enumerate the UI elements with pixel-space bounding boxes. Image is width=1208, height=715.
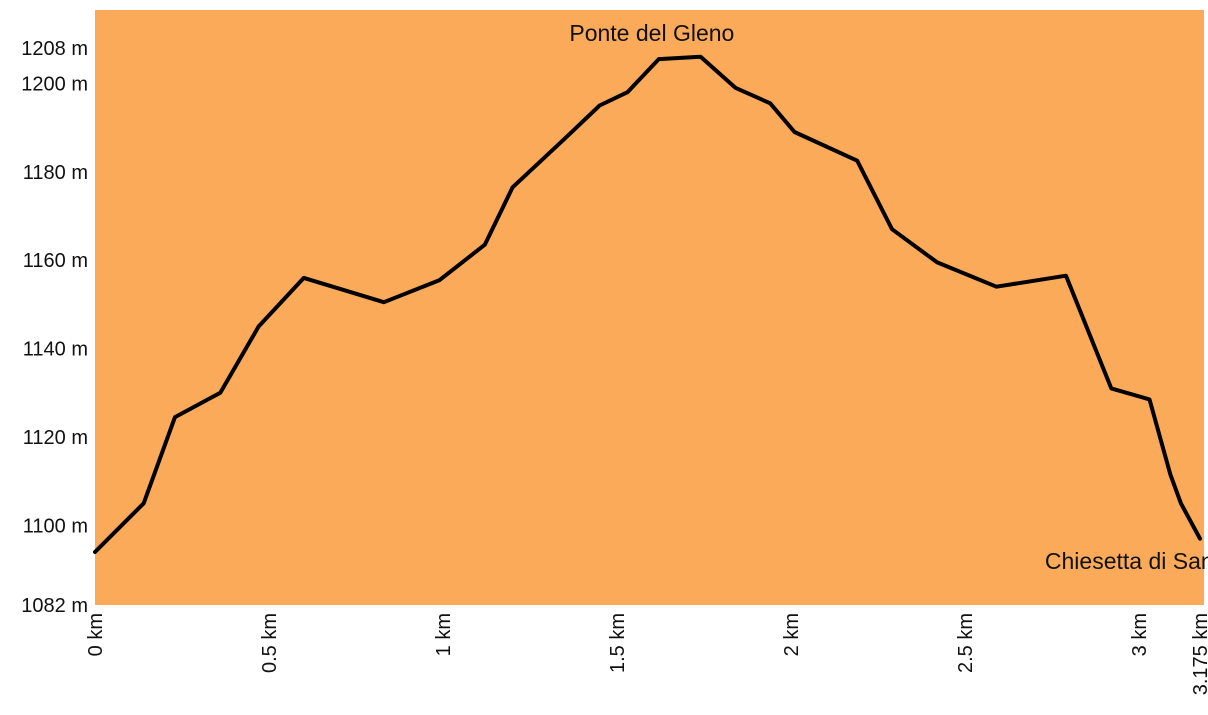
y-tick-label: 1082 m [21, 595, 88, 617]
y-tick-label: 1180 m [23, 162, 88, 184]
x-tick-label: 0.5 km [259, 613, 281, 673]
x-axis-ticks: 0 km 0.5 km 1 km 1.5 km 2 km 2.5 km 3 km 3.175 … [85, 613, 1208, 695]
x-tick-label: 3.175 km [1190, 613, 1208, 695]
x-tick-label: 2.5 km [955, 613, 977, 673]
y-axis-ticks: 1082 m 1100 m 1120 m 1140 m 1160 m 1180 m 1200… [21, 38, 88, 617]
y-tick-label: 1100 m [23, 515, 88, 537]
y-tick-label: 1140 m [23, 339, 88, 361]
y-tick-label: 1208 m [21, 38, 88, 60]
x-tick-label: 0 km [85, 613, 107, 656]
plot-area [95, 10, 1204, 605]
x-tick-label: 2 km [781, 613, 803, 656]
elevation-line [93, 54, 1202, 554]
y-tick-label: 1160 m [23, 250, 88, 272]
x-tick-label: 1 km [433, 613, 455, 656]
x-tick-label: 1.5 km [607, 613, 629, 673]
x-tick-label: 3 km [1129, 613, 1151, 656]
y-tick-label: 1200 m [21, 73, 88, 95]
annotations: Ponte del Gleno Chiesetta di San Carlo [569, 20, 1208, 574]
annotation-label: Ponte del Gleno [569, 20, 734, 46]
y-tick-label: 1120 m [23, 427, 88, 449]
annotation-label: Chiesetta di San Carlo [1045, 548, 1208, 574]
